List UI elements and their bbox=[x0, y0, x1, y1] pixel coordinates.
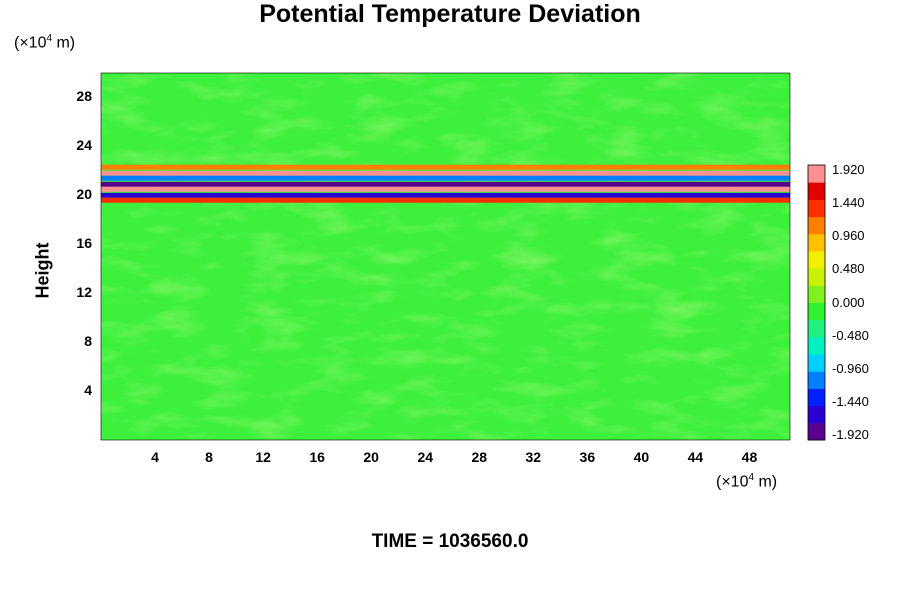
y-tick-label: 16 bbox=[76, 235, 92, 252]
layer-band-5 bbox=[101, 192, 790, 198]
y-tick-label: 12 bbox=[76, 284, 92, 301]
colorbar-swatch bbox=[808, 371, 825, 389]
colorbar-tick-label: -0.960 bbox=[832, 360, 869, 376]
colorbar-tick-label: 0.960 bbox=[832, 228, 865, 244]
colorbar-tick-label: -1.920 bbox=[832, 427, 869, 442]
layer-band-6 bbox=[101, 197, 790, 203]
colorbar-swatch bbox=[808, 199, 825, 218]
y-tick-label: 20 bbox=[76, 186, 92, 203]
colorbar-swatch bbox=[808, 268, 825, 286]
colorbar-tick-label: 0.480 bbox=[832, 261, 865, 277]
colorbar-swatch bbox=[808, 422, 825, 441]
colorbar-tick-label: -1.440 bbox=[832, 393, 869, 409]
x-tick-label: 36 bbox=[579, 449, 596, 465]
colorbar-swatch bbox=[808, 216, 825, 235]
y-axis-unit: (×104 m) bbox=[14, 33, 76, 52]
x-tick-label: 48 bbox=[741, 449, 758, 465]
layer-band-2 bbox=[101, 175, 790, 181]
y-tick-label: 24 bbox=[76, 137, 92, 154]
y-tick-label: 28 bbox=[76, 88, 92, 105]
colorbar-swatch bbox=[808, 354, 825, 372]
colorbar-swatch bbox=[808, 319, 825, 338]
colorbar-swatch bbox=[808, 405, 825, 424]
layer-band-1 bbox=[101, 170, 790, 176]
layer-band-0 bbox=[101, 164, 790, 170]
y-tick-label: 4 bbox=[84, 382, 92, 399]
y-tick-label: 8 bbox=[84, 333, 92, 350]
layer-band-3 bbox=[101, 181, 790, 187]
x-tick-label: 16 bbox=[309, 449, 325, 465]
x-tick-label: 20 bbox=[363, 449, 379, 465]
colorbar-swatch bbox=[808, 250, 825, 269]
field-texture bbox=[101, 73, 790, 440]
x-tick-label: 44 bbox=[687, 449, 704, 465]
x-tick-label: 8 bbox=[205, 449, 213, 465]
colorbar-swatch bbox=[808, 233, 825, 252]
colorbar-swatch bbox=[808, 388, 825, 407]
colorbar-tick-label: 0.000 bbox=[832, 294, 865, 310]
x-tick-label: 28 bbox=[471, 449, 488, 465]
x-tick-label: 12 bbox=[255, 449, 271, 465]
x-tick-label: 32 bbox=[525, 449, 542, 465]
colorbar-swatch bbox=[808, 165, 825, 183]
colorbar-tick-label: -0.480 bbox=[832, 327, 869, 343]
colorbar-swatch bbox=[808, 182, 825, 200]
x-tick-label: 24 bbox=[417, 449, 434, 465]
colorbar-swatch bbox=[808, 336, 825, 355]
chart-title: Potential Temperature Deviation bbox=[259, 0, 641, 28]
layer-band-4 bbox=[101, 186, 790, 192]
colorbar-tick-label: 1.440 bbox=[832, 195, 865, 211]
colorbar-frame bbox=[807, 164, 826, 441]
x-tick-label: 40 bbox=[633, 449, 650, 465]
colorbar-swatch bbox=[808, 285, 825, 303]
plot-frame bbox=[100, 72, 791, 441]
time-label: TIME = 1036560.0 bbox=[371, 531, 529, 552]
x-tick-label: 4 bbox=[151, 449, 159, 465]
colorbar-tick-label: 1.920 bbox=[832, 162, 865, 177]
colorbar-swatch bbox=[808, 302, 825, 321]
x-axis-unit: (×104 m) bbox=[716, 472, 778, 491]
